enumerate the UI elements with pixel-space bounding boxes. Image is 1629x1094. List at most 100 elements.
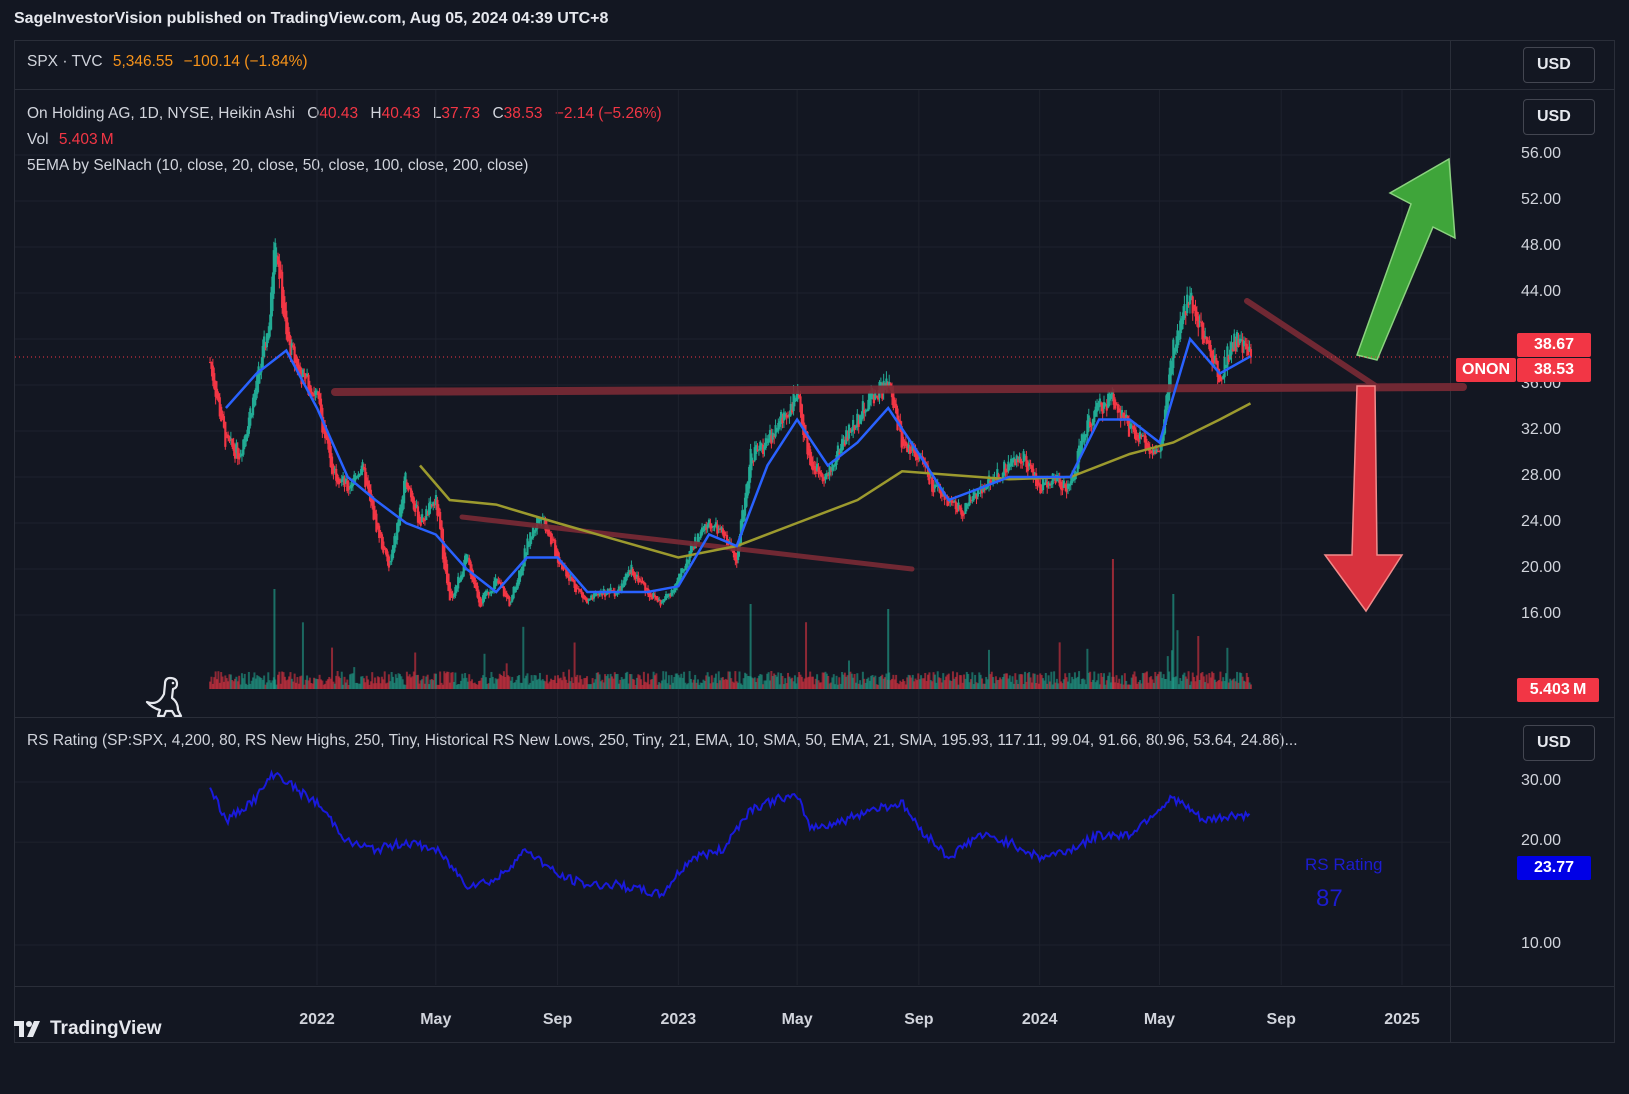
candle-body-441 (820, 472, 823, 477)
volume-bar-373 (726, 679, 729, 689)
volume-bar-120 (375, 683, 378, 689)
candle-body-254 (561, 562, 564, 570)
volume-bar-364 (713, 677, 716, 689)
close-value: 38.53 (503, 105, 543, 122)
volume-bar-482 (877, 684, 880, 689)
currency-button-main[interactable]: USD (1523, 99, 1595, 135)
candle-body-269 (581, 592, 585, 599)
tradingview-brand[interactable]: TradingView (14, 1018, 162, 1040)
candle-body-461 (847, 424, 851, 439)
volume-bar-384 (741, 684, 744, 689)
volume-bar-345 (687, 683, 690, 689)
candle-body-718 (1204, 336, 1207, 338)
candle-body-14 (228, 436, 231, 442)
volume-bar-30 (250, 680, 253, 689)
candle-body-601 (1041, 478, 1045, 490)
volume-bar-375 (728, 671, 731, 689)
candle-body-445 (825, 473, 828, 477)
candle-body-153 (421, 514, 424, 523)
time-tick-0: 2022 (299, 1011, 335, 1028)
volume-bar-343 (684, 682, 687, 689)
volume-label[interactable]: Vol (27, 131, 49, 148)
candles (208, 238, 1253, 608)
currency-button-rs[interactable]: USD (1523, 725, 1595, 761)
candle-body-119 (373, 510, 377, 518)
volume-bar-281 (598, 674, 601, 689)
ema-legend[interactable]: 5EMA by SelNach (10, close, 20, close, 5… (27, 157, 529, 174)
volume-bar-171 (446, 671, 449, 689)
volume-bar-169 (443, 671, 446, 689)
candle-body-384 (741, 510, 744, 533)
volume-bar-693 (1169, 680, 1172, 689)
main-legend-title[interactable]: On Holding AG, 1D, NYSE, Heikin Ashi (27, 105, 295, 122)
spx-symbol[interactable]: SPX · TVC (27, 53, 103, 70)
volume-bar-475 (867, 677, 870, 689)
spx-legend[interactable]: SPX · TVC 5,346.55 −100.14 (−1.84%) (27, 53, 308, 71)
currency-button-spx[interactable]: USD (1523, 47, 1595, 83)
volume-bar-422 (793, 675, 796, 689)
volume-bar-618 (1065, 677, 1068, 689)
main-legend[interactable]: On Holding AG, 1D, NYSE, Heikin Ashi O40… (27, 105, 662, 123)
volume-bar-333 (670, 675, 673, 689)
volume-bar-214 (505, 663, 508, 689)
volume-bar-289 (609, 673, 612, 689)
candle-body-345 (687, 560, 690, 564)
candle-body-160 (430, 505, 433, 507)
volume-bar-183 (462, 678, 465, 689)
volume-bar-383 (739, 683, 742, 689)
volume-bar-15 (229, 674, 232, 689)
candle-body-701 (1180, 318, 1183, 330)
candle-body-158 (427, 503, 431, 515)
volume-bar-10 (222, 681, 225, 689)
candle-body-332 (669, 594, 672, 597)
candle-body-644 (1101, 403, 1104, 414)
candle-body-468 (857, 420, 860, 427)
volume-bar-539 (956, 672, 959, 689)
volume-bar-143 (407, 676, 410, 689)
candle-body-405 (770, 435, 773, 444)
volume-bar-717 (1202, 676, 1205, 689)
volume-bar-488 (885, 673, 888, 689)
candle-body-412 (779, 411, 783, 424)
volume-bar-260 (569, 681, 572, 689)
candle-body-448 (829, 470, 833, 472)
volume-bar-318 (649, 679, 652, 689)
symbol-tag[interactable]: ONON (1456, 358, 1516, 382)
candle-body-59 (290, 343, 293, 348)
volume-bar-483 (878, 676, 881, 689)
candle-body-426 (799, 396, 802, 413)
volume-bar-715 (1200, 673, 1203, 689)
volume-bar-81 (321, 680, 324, 689)
rs-legend[interactable]: RS Rating (SP:SPX, 4,200, 80, RS New Hig… (27, 732, 1298, 749)
candle-body-619 (1066, 483, 1070, 489)
candle-body-673 (1141, 435, 1144, 437)
candle-body-443 (822, 477, 826, 481)
volume-bar-474 (866, 678, 869, 689)
chart-svg[interactable] (15, 90, 1614, 986)
candle-body-500 (901, 436, 905, 446)
candle-body-518 (926, 465, 930, 477)
volume-bar-598 (1037, 683, 1040, 689)
candle-body-190 (472, 573, 475, 582)
volume-bar-564 (990, 671, 993, 689)
candle-body-73 (310, 388, 313, 398)
candle-body-141 (404, 472, 407, 493)
candle-body-370 (721, 528, 724, 535)
candle-body-609 (1053, 478, 1056, 480)
candle-body-746 (1242, 340, 1246, 347)
candle-body-503 (906, 443, 909, 453)
candle-body-248 (552, 538, 555, 542)
candle-body-325 (659, 599, 662, 606)
candle-body-5 (215, 388, 219, 399)
volume-bar-123 (379, 683, 382, 689)
volume-bar-479 (872, 677, 875, 689)
volume-bar-284 (602, 682, 605, 689)
time-tick-5: Sep (904, 1011, 934, 1028)
candle-body-551 (972, 490, 975, 501)
volume-legend[interactable]: Vol 5.403 M (27, 131, 114, 149)
volume-bar-492 (890, 678, 893, 689)
volume-bar-280 (597, 672, 600, 689)
volume-bar-313 (642, 671, 645, 689)
candle-body-8 (220, 406, 223, 422)
candle-body-161 (432, 502, 435, 506)
